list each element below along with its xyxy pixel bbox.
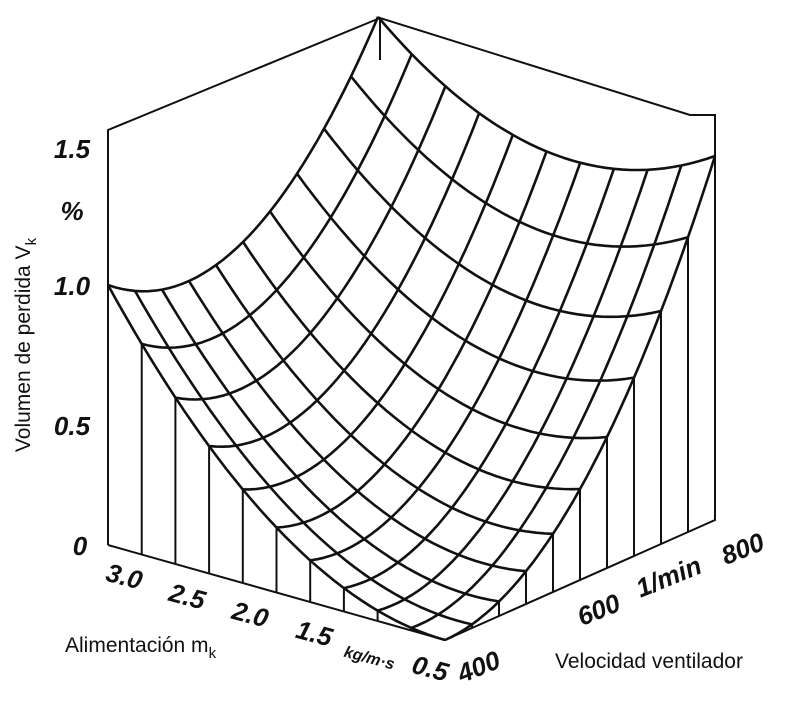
speed-tick-label: 400: [452, 644, 505, 689]
feed-axis-label: Alimentación mk: [65, 634, 217, 662]
z-axis-label: Volumen de perdida Vk: [12, 237, 40, 452]
mesh-line: [377, 169, 649, 612]
speed-unit: 1/min: [632, 550, 706, 603]
speed-tick-label: 600: [573, 587, 625, 631]
feed-axis-label-text: Alimentación m: [65, 634, 209, 657]
z-axis-label-sub: k: [23, 237, 40, 245]
speed-tick-label: 800: [717, 526, 769, 570]
mesh-line: [377, 15, 716, 172]
mesh-line: [209, 112, 481, 449]
mesh-line: [214, 264, 554, 536]
mesh-line: [242, 134, 515, 491]
feed-tick-label: 1.5: [293, 614, 336, 652]
feed-tick-label: 0.5: [409, 649, 452, 687]
mesh-line: [241, 241, 581, 491]
feed-tick-label: 2.0: [228, 595, 272, 634]
frame: [107, 16, 716, 642]
mesh-line: [309, 162, 582, 562]
feed-tick-label: 2.5: [165, 577, 209, 616]
mesh-line: [175, 85, 447, 401]
mesh-line: [107, 16, 380, 293]
z-tick-label: 1.0: [54, 271, 91, 301]
feed-axis-label-sub: k: [209, 645, 217, 662]
z-tick-label: 0.5: [54, 411, 91, 441]
mesh-line: [268, 210, 608, 440]
mesh-line: [410, 165, 683, 630]
z-tick-label: 1.5: [54, 134, 91, 164]
speed-axis-label: Velocidad ventilador: [555, 650, 743, 673]
mesh-line: [343, 168, 616, 590]
feed-tick-label: 3.0: [103, 557, 146, 595]
z-tick-label: 0: [73, 531, 88, 561]
z-axis-label-text: Volumen de perdida V: [12, 245, 35, 452]
z-unit: %: [60, 196, 83, 226]
surface: [106, 15, 717, 642]
mesh-line: [444, 155, 717, 642]
mesh-line: [322, 127, 662, 319]
mesh-line: [349, 75, 689, 248]
mesh-line: [295, 172, 635, 382]
feed-unit: kg/m·s: [342, 644, 396, 674]
